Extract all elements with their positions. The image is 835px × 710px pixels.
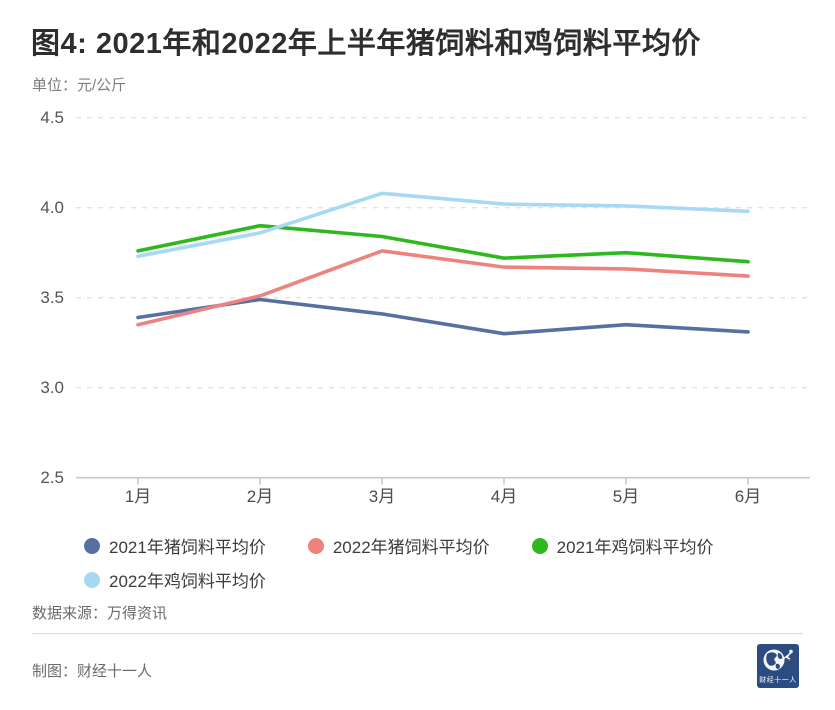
legend-item: 2022年鸡饲料平均价	[84, 567, 266, 592]
series-line-2	[136, 223, 750, 264]
legend-label: 2022年猪饲料平均价	[332, 538, 490, 557]
logo-text: 财经十一人	[759, 677, 797, 684]
legend-label: 2022年鸡饲料平均价	[109, 572, 266, 591]
unit-label: 单位：元/公斤	[32, 77, 127, 94]
legend-label: 2021年鸡饲料平均价	[556, 538, 714, 557]
legend-swatch	[84, 571, 100, 588]
x-axis-tick-label: 3月	[368, 487, 396, 506]
x-axis-tick-label: 2月	[246, 487, 274, 506]
legend: 2021年猪饲料平均价 2022年猪饲料平均价 2021年鸡饲料平均价 2022年鸡饲…	[84, 533, 774, 592]
globe-icon	[763, 649, 793, 671]
legend-item: 2021年猪饲料平均价	[84, 533, 266, 558]
y-axis-tick-label: 4.5	[40, 107, 64, 127]
series-line-1	[136, 249, 750, 327]
legend-swatch	[307, 537, 324, 554]
x-axis-tick-label: 4月	[490, 487, 518, 506]
x-axis-tick-label: 5月	[612, 487, 640, 506]
credit: 制图：财经十一人	[32, 663, 153, 680]
legend-item: 2022年猪饲料平均价	[307, 533, 490, 558]
y-axis-tick-label: 3.5	[40, 287, 64, 307]
publisher-logo: 财经十一人	[757, 644, 799, 688]
divider	[32, 633, 803, 634]
legend-swatch	[84, 537, 100, 554]
data-source: 数据来源：万得资讯	[32, 605, 168, 622]
y-axis-tick-label: 3.0	[40, 377, 64, 397]
y-axis-tick-label: 2.5	[40, 467, 64, 487]
plot-area	[76, 117, 810, 485]
y-axis-tick-label: 4.0	[40, 197, 64, 217]
series-line-3	[136, 191, 750, 259]
legend-label: 2021年猪饲料平均价	[109, 538, 266, 557]
x-axis-tick-label: 1月	[124, 487, 152, 506]
line-chart: 4.5 4.0 3.5 3.0 2.5 1月 2月 3月 4月 5月 6月	[40, 107, 810, 506]
legend-item: 2021年鸡饲料平均价	[531, 533, 714, 558]
legend-swatch	[531, 537, 548, 554]
chart-title: 图4: 2021年和2022年上半年猪饲料和鸡饲料平均价	[31, 28, 701, 60]
x-axis-tick-label: 6月	[734, 487, 762, 506]
